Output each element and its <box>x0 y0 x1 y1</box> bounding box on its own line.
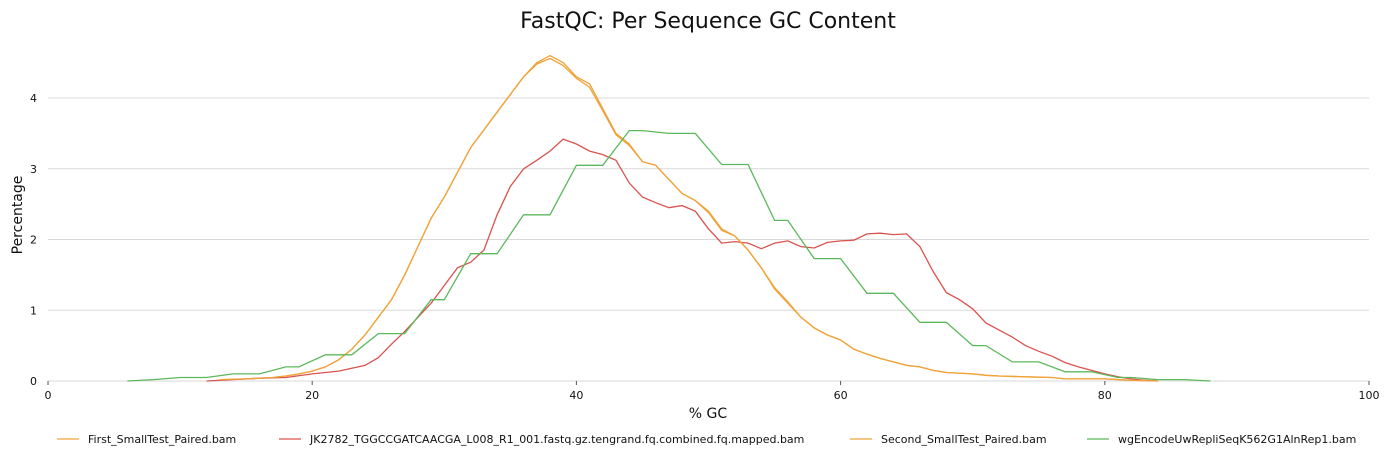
y-tick-label: 4 <box>30 92 37 105</box>
series-line-3 <box>219 57 1158 382</box>
chart-title: FastQC: Per Sequence GC Content <box>520 9 896 34</box>
x-tick-label: 80 <box>1098 389 1112 402</box>
x-tick-label: 60 <box>834 389 848 402</box>
y-tick-label: 2 <box>30 234 37 247</box>
series-line-4 <box>127 129 1211 382</box>
x-tick-label: 0 <box>45 389 52 402</box>
legend-label: JK2782_TGGCCGATCAACGA_L008_R1_001.fastq.… <box>309 433 804 446</box>
x-tick-label: 20 <box>305 389 319 402</box>
y-tick-label: 0 <box>30 375 37 388</box>
legend: First_SmallTest_Paired.bam JK2782_TGGCCGA… <box>57 433 1356 446</box>
y-axis-label: Percentage <box>10 176 26 255</box>
legend-label: Second_SmallTest_Paired.bam <box>881 433 1047 446</box>
legend-label: First_SmallTest_Paired.bam <box>88 433 236 446</box>
series-line-2 <box>206 138 1158 382</box>
series-lines <box>127 54 1211 382</box>
x-tick-label: 40 <box>569 389 583 402</box>
legend-label: wgEncodeUwRepliSeqK562G1AlnRep1.bam <box>1118 433 1356 446</box>
x-tick-label: 100 <box>1359 389 1380 402</box>
grid-lines <box>48 97 1369 382</box>
series-line-1 <box>219 54 1158 382</box>
y-tick-label: 3 <box>30 163 37 176</box>
x-axis-label: % GC <box>689 406 728 422</box>
y-tick-label: 1 <box>30 304 37 317</box>
